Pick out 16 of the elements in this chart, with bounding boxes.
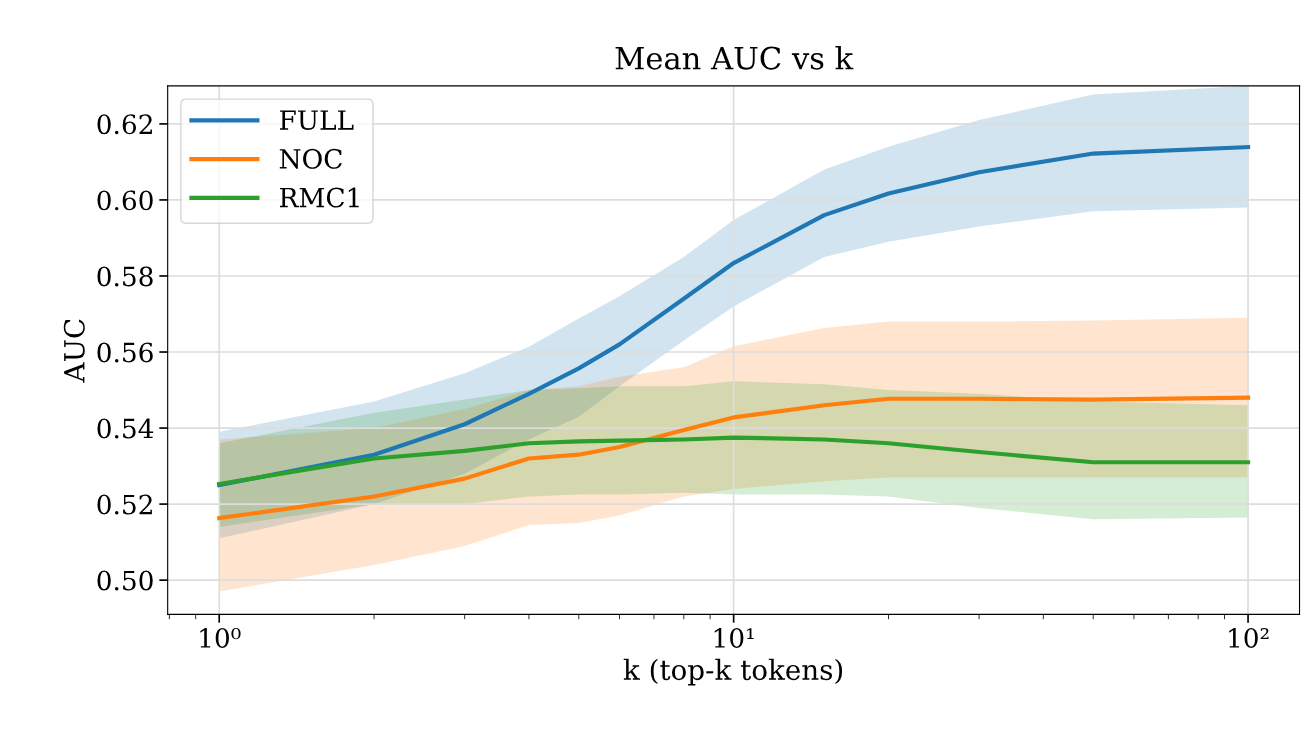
- chart-title: Mean AUC vs k: [615, 45, 854, 70]
- y-tick-label: 0.50: [97, 570, 153, 591]
- x-tick-label: 10¹: [714, 628, 754, 648]
- y-tick-label: 0.56: [97, 342, 153, 363]
- y-tick-label: 0.58: [97, 266, 153, 287]
- legend-label: NOC: [279, 148, 342, 169]
- y-tick-label: 0.62: [97, 114, 152, 135]
- y-tick-label: 0.54: [97, 418, 154, 439]
- x-tick-label: 10²: [1229, 628, 1269, 648]
- y-tick-label: 0.52: [97, 494, 152, 515]
- x-axis-title: k (top-k tokens): [623, 658, 843, 686]
- x-tick-label: 10⁰: [200, 628, 241, 648]
- legend-label: RMC1: [279, 187, 359, 208]
- legend-label: FULL: [279, 110, 354, 131]
- y-axis-title: AUC: [63, 319, 85, 383]
- y-tick-label: 0.60: [97, 190, 153, 211]
